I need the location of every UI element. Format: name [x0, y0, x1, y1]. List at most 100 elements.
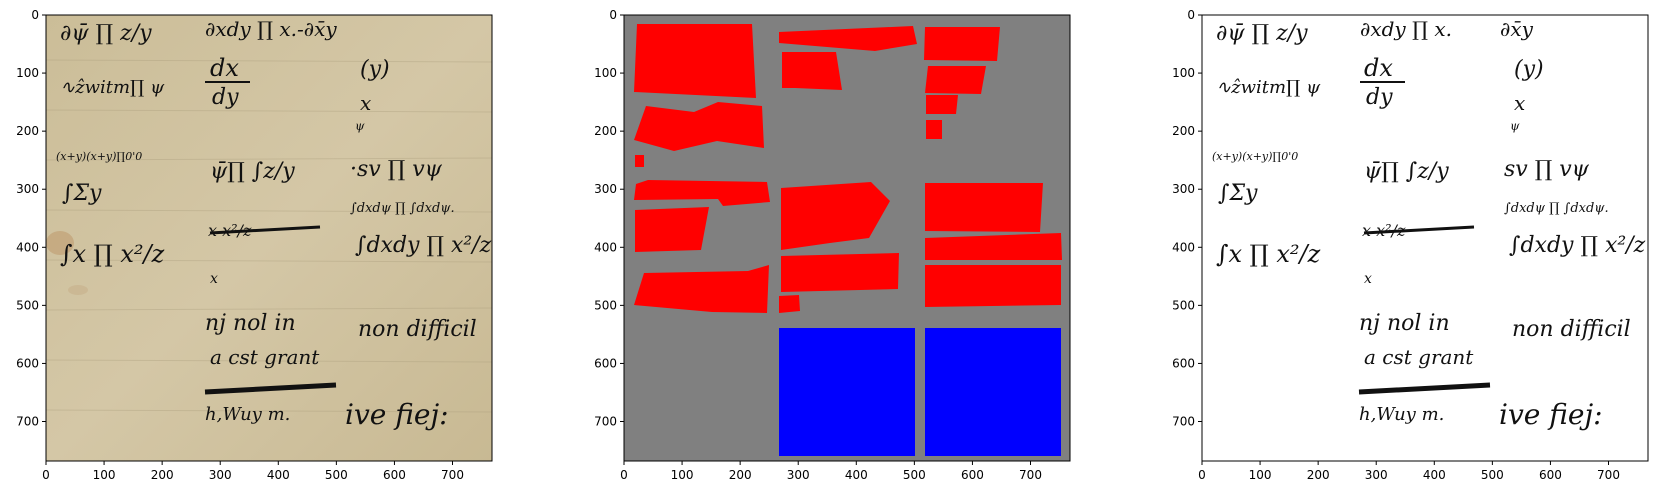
x-tick-label: 100	[1249, 468, 1272, 482]
x-tick-label: 600	[961, 468, 984, 482]
red-region	[781, 253, 899, 292]
x-tick-label: 600	[1539, 468, 1562, 482]
red-region	[634, 265, 769, 313]
manuscript-handwriting: ∂ψ̄ ∏ z/y ∂xdy ∏ x.-∂x̄y dx dy (y) ∿ẑwit…	[56, 17, 492, 431]
x-tick-label: 100	[671, 468, 694, 482]
svg-text:·sv ∏ vψ: ·sv ∏ vψ	[350, 157, 443, 182]
svg-text:∿ẑwitm∏ ψ: ∿ẑwitm∏ ψ	[1216, 77, 1321, 98]
svg-text:∫dxdψ ∏ ∫dxdψ.: ∫dxdψ ∏ ∫dxdψ.	[1504, 201, 1609, 216]
svg-text:∫x ∏ x²/z: ∫x ∏ x²/z	[1216, 240, 1321, 268]
panel-original-axes: 0 100 200 300 400 500 600 700 0 100 200 300 400 500 60…	[16, 8, 464, 482]
panel-original-frame	[45, 14, 493, 462]
x-tick-label: 700	[1019, 468, 1042, 482]
blue-region	[779, 328, 915, 456]
y-tick-label: 100	[1172, 66, 1195, 80]
x-tick-label: 0	[1198, 468, 1206, 482]
x-tick-label: 100	[93, 468, 116, 482]
svg-text:nj nol in: nj nol in	[1359, 311, 1450, 336]
svg-text:non difficil: non difficil	[358, 317, 477, 342]
red-region	[925, 265, 1061, 307]
svg-text:non difficil: non difficil	[1512, 317, 1631, 342]
svg-text:∫Σy: ∫Σy	[62, 181, 102, 206]
x-tick-label: 300	[209, 468, 232, 482]
manuscript-texture	[46, 59, 492, 413]
svg-text:dy: dy	[1366, 85, 1393, 110]
x-tick-label: 700	[441, 468, 464, 482]
y-tick-label: 400	[1172, 240, 1195, 254]
x-tick-label: 500	[903, 468, 926, 482]
x-tick-label: 600	[383, 468, 406, 482]
svg-text:ψ̄∏ ∫z/y: ψ̄∏ ∫z/y	[1364, 159, 1449, 184]
red-region	[926, 95, 958, 114]
y-tick-label: 0	[1187, 8, 1195, 22]
x-tick-label: 500	[1481, 468, 1504, 482]
svg-text:∫dxdψ ∏ ∫dxdψ.: ∫dxdψ ∏ ∫dxdψ.	[350, 201, 455, 216]
svg-text:(y): (y)	[360, 57, 390, 82]
y-tick-label: 100	[594, 66, 617, 80]
x-tick-label: 300	[787, 468, 810, 482]
x-tick-label: 200	[151, 468, 174, 482]
svg-text:dx: dx	[1364, 54, 1393, 82]
y-tick-label: 100	[16, 66, 39, 80]
blue-region	[925, 328, 1061, 456]
svg-text:(x+y)(x+y)∏0'0: (x+y)(x+y)∏0'0	[56, 150, 142, 163]
svg-text:ive fiej:: ive fiej:	[345, 398, 449, 431]
red-region	[926, 120, 942, 139]
x-tick-label: 700	[1597, 468, 1620, 482]
svg-text:∂xdy ∏ x.: ∂xdy ∏ x.	[1360, 17, 1452, 41]
x-tick-label: 400	[267, 468, 290, 482]
svg-text:(x+y)(x+y)∏0'0: (x+y)(x+y)∏0'0	[1212, 150, 1298, 163]
binarized-handwriting: ∂ψ̄ ∏ z/y ∂xdy ∏ x. ∂x̄y dx dy (y) ∿ẑwit…	[1212, 17, 1646, 431]
y-tick-label: 700	[1172, 415, 1195, 429]
mask-red-regions	[634, 24, 1062, 313]
red-region	[635, 155, 644, 167]
svg-text:x: x	[1514, 91, 1525, 115]
red-region	[779, 295, 800, 313]
svg-text:x x²/z: x x²/z	[208, 221, 252, 240]
y-tick-label: 600	[594, 356, 617, 370]
y-tick-label: 300	[1172, 182, 1195, 196]
svg-text:∂ψ̄ ∏ z/y: ∂ψ̄ ∏ z/y	[60, 21, 152, 46]
y-tick-label: 0	[609, 8, 617, 22]
panel-binarized-axes: 0 100 200 300 400 500 600 700 0 100 200 300 400 500 60…	[1172, 8, 1620, 482]
svg-text:h,Wuy m.: h,Wuy m.	[205, 404, 290, 425]
red-region	[634, 180, 770, 206]
red-region	[925, 183, 1043, 232]
svg-text:x: x	[360, 91, 371, 115]
panel-binarized-frame	[1201, 14, 1649, 462]
panel-mask-frame	[623, 14, 1071, 462]
y-tick-label: 200	[594, 124, 617, 138]
x-tick-label: 400	[1423, 468, 1446, 482]
svg-text:a cst grant: a cst grant	[210, 345, 320, 369]
svg-text:∫dxdy ∏ x²/z: ∫dxdy ∏ x²/z	[1509, 233, 1646, 258]
svg-text:nj nol in: nj nol in	[205, 311, 296, 336]
y-tick-label: 300	[594, 182, 617, 196]
red-region	[635, 207, 709, 252]
x-tick-label: 300	[1365, 468, 1388, 482]
svg-text:ψ: ψ	[1510, 119, 1520, 133]
panel-mask: 0 100 200 300 400 500 600 700 0 100 200 300 400 500 60…	[594, 8, 1071, 482]
svg-text:a cst grant: a cst grant	[1364, 345, 1474, 369]
x-tick-label: 200	[1307, 468, 1330, 482]
svg-text:ive fiej:: ive fiej:	[1499, 398, 1603, 431]
panel-original: ∂ψ̄ ∏ z/y ∂xdy ∏ x.-∂x̄y dx dy (y) ∿ẑwit…	[16, 8, 493, 482]
svg-text:∫x ∏ x²/z: ∫x ∏ x²/z	[60, 240, 165, 268]
mask-blue-regions	[779, 328, 1061, 456]
x-tick-label: 0	[620, 468, 628, 482]
y-tick-label: 500	[1172, 298, 1195, 312]
x-tick-label: 200	[729, 468, 752, 482]
svg-text:ψ̄∏ ∫z/y: ψ̄∏ ∫z/y	[210, 159, 295, 184]
red-region	[925, 66, 986, 94]
svg-text:∫dxdy ∏ x²/z: ∫dxdy ∏ x²/z	[355, 233, 492, 258]
x-tick-label: 400	[845, 468, 868, 482]
svg-text:h,Wuy m.: h,Wuy m.	[1359, 404, 1444, 425]
svg-text:∂xdy ∏ x.-∂x̄y: ∂xdy ∏ x.-∂x̄y	[205, 17, 337, 41]
y-tick-label: 600	[1172, 356, 1195, 370]
panel-mask-axes: 0 100 200 300 400 500 600 700 0 100 200 300 400 500 60…	[594, 8, 1042, 482]
y-tick-label: 500	[16, 298, 39, 312]
y-tick-label: 200	[16, 124, 39, 138]
svg-text:∂ψ̄ ∏ z/y: ∂ψ̄ ∏ z/y	[1216, 21, 1308, 46]
y-tick-label: 700	[16, 415, 39, 429]
svg-text:dx: dx	[210, 54, 239, 82]
